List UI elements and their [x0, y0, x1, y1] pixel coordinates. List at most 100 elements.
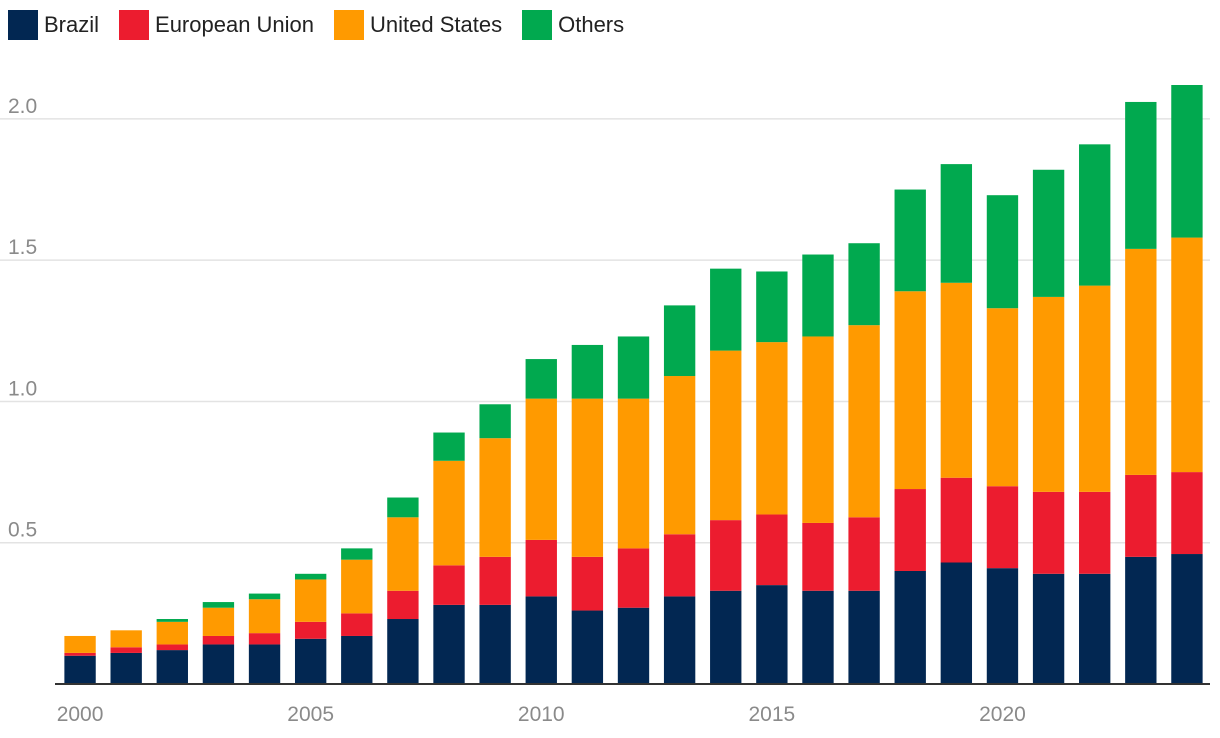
bar-brazil-2022[interactable] [1079, 573, 1111, 684]
bar-brazil-2002[interactable] [156, 650, 188, 684]
bar-united-states-2004[interactable] [248, 599, 281, 634]
bar-european-union-2016[interactable] [802, 522, 834, 591]
bar-brazil-2019[interactable] [940, 562, 973, 684]
bar-others-2022[interactable] [1079, 144, 1111, 286]
bar-brazil-2012[interactable] [617, 607, 650, 684]
bar-united-states-2010[interactable] [525, 398, 557, 540]
bar-united-states-2014[interactable] [710, 350, 742, 521]
bar-european-union-2024[interactable] [1171, 472, 1203, 555]
bar-european-union-2013[interactable] [663, 534, 696, 597]
bar-european-union-2004[interactable] [248, 633, 281, 645]
bar-united-states-2000[interactable] [64, 635, 96, 653]
bar-united-states-2021[interactable] [1032, 296, 1065, 492]
bar-united-states-2002[interactable] [156, 621, 188, 645]
bar-brazil-2016[interactable] [802, 590, 834, 684]
bar-european-union-2011[interactable] [571, 556, 604, 611]
bar-brazil-2013[interactable] [663, 596, 696, 684]
bar-european-union-2010[interactable] [525, 539, 557, 597]
bar-united-states-2001[interactable] [110, 630, 142, 648]
bar-european-union-2021[interactable] [1032, 491, 1065, 574]
bar-european-union-2001[interactable] [110, 647, 142, 653]
bar-united-states-2022[interactable] [1079, 285, 1111, 492]
bar-brazil-2000[interactable] [64, 655, 96, 684]
bar-united-states-2020[interactable] [986, 308, 1019, 487]
bar-others-2021[interactable] [1032, 169, 1065, 297]
bar-brazil-2014[interactable] [710, 590, 742, 684]
bar-european-union-2002[interactable] [156, 644, 188, 651]
bar-european-union-2008[interactable] [433, 565, 465, 605]
legend-item-european-union[interactable]: European Union [119, 10, 314, 40]
legend-item-others[interactable]: Others [522, 10, 624, 40]
bar-united-states-2005[interactable] [294, 579, 327, 622]
bar-others-2023[interactable] [1125, 101, 1157, 249]
bar-united-states-2013[interactable] [663, 376, 696, 535]
bar-others-2009[interactable] [479, 404, 511, 439]
bar-brazil-2024[interactable] [1171, 554, 1203, 684]
bar-brazil-2007[interactable] [387, 619, 419, 684]
bar-united-states-2019[interactable] [940, 282, 973, 478]
bar-others-2016[interactable] [802, 254, 834, 337]
bar-brazil-2008[interactable] [433, 604, 465, 684]
bar-others-2015[interactable] [756, 271, 788, 343]
bar-european-union-2009[interactable] [479, 556, 511, 605]
bar-united-states-2003[interactable] [202, 607, 235, 636]
bar-others-2019[interactable] [940, 164, 973, 283]
bar-others-2017[interactable] [848, 243, 880, 326]
legend-item-united-states[interactable]: United States [334, 10, 502, 40]
bar-european-union-2022[interactable] [1079, 491, 1111, 574]
bar-others-2005[interactable] [294, 573, 327, 580]
bar-others-2012[interactable] [617, 336, 650, 399]
bar-european-union-2015[interactable] [756, 514, 788, 586]
bar-united-states-2006[interactable] [341, 559, 373, 614]
bar-european-union-2006[interactable] [341, 613, 373, 636]
bar-european-union-2012[interactable] [617, 548, 650, 608]
bar-european-union-2020[interactable] [986, 486, 1019, 569]
bar-united-states-2009[interactable] [479, 438, 511, 557]
bar-united-states-2024[interactable] [1171, 237, 1203, 473]
bar-others-2008[interactable] [433, 432, 465, 461]
bar-others-2002[interactable] [156, 619, 188, 622]
bar-united-states-2015[interactable] [756, 342, 788, 515]
bar-united-states-2007[interactable] [387, 517, 419, 591]
bar-united-states-2012[interactable] [617, 398, 650, 549]
bar-others-2004[interactable] [248, 593, 281, 600]
bar-european-union-2017[interactable] [848, 517, 880, 591]
bar-united-states-2016[interactable] [802, 336, 834, 523]
bar-brazil-2004[interactable] [248, 644, 281, 684]
bar-others-2018[interactable] [894, 189, 926, 292]
bar-brazil-2015[interactable] [756, 585, 788, 684]
bar-others-2011[interactable] [571, 344, 604, 399]
bar-brazil-2020[interactable] [986, 568, 1019, 684]
bar-european-union-2005[interactable] [294, 621, 327, 639]
bar-united-states-2008[interactable] [433, 460, 465, 566]
bar-european-union-2003[interactable] [202, 635, 235, 645]
bar-others-2007[interactable] [387, 497, 419, 518]
bar-brazil-2005[interactable] [294, 638, 327, 684]
bar-others-2014[interactable] [710, 268, 742, 351]
bar-united-states-2018[interactable] [894, 291, 926, 490]
bar-brazil-2018[interactable] [894, 570, 926, 684]
bar-european-union-2000[interactable] [64, 652, 96, 656]
bar-brazil-2011[interactable] [571, 610, 604, 684]
bar-brazil-2006[interactable] [341, 635, 373, 684]
bar-others-2024[interactable] [1171, 85, 1203, 238]
bar-european-union-2007[interactable] [387, 590, 419, 620]
bar-brazil-2003[interactable] [202, 644, 235, 684]
bar-united-states-2011[interactable] [571, 398, 604, 557]
bar-european-union-2019[interactable] [940, 477, 973, 563]
bar-european-union-2014[interactable] [710, 520, 742, 591]
bar-united-states-2017[interactable] [848, 325, 880, 518]
bar-european-union-2023[interactable] [1125, 474, 1157, 557]
bar-others-2020[interactable] [986, 195, 1019, 309]
bar-united-states-2023[interactable] [1125, 248, 1157, 475]
bar-others-2010[interactable] [525, 359, 557, 399]
bar-brazil-2010[interactable] [525, 596, 557, 684]
bar-brazil-2001[interactable] [110, 652, 142, 684]
bar-others-2003[interactable] [202, 602, 235, 608]
bar-others-2006[interactable] [341, 548, 373, 560]
bar-european-union-2018[interactable] [894, 489, 926, 571]
bar-brazil-2017[interactable] [848, 590, 880, 684]
bar-others-2013[interactable] [663, 305, 696, 377]
bar-brazil-2021[interactable] [1032, 573, 1065, 684]
legend-item-brazil[interactable]: Brazil [8, 10, 99, 40]
